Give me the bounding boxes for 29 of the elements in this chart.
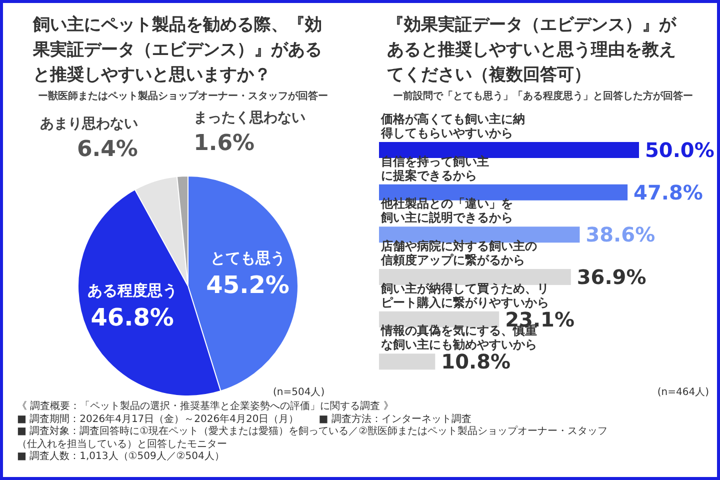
slice-label: まったく思わない <box>194 110 306 126</box>
text: ■ 調査人数：1,013人（①509人／②504人） <box>17 451 226 464</box>
text: (n=464人) <box>657 386 709 399</box>
chart-title: 『効果実証データ（エビデンス）』があると推奨しやすいと思う理由を教えてください（複数回答可） <box>387 14 678 87</box>
y-tick-label: 店舗や病院に対する飼い主の信頼度アップに繋がるから <box>380 239 537 267</box>
text: ■ 調査対象：調査回答時に①現在ペット（愛犬または愛猫）を飼っている／②獣医師またはペット製品ショップオーナー・スタッフ（仕入れを担当している）と回答したモニター <box>17 426 609 450</box>
slice-label: とても思う <box>210 248 286 267</box>
chart-subtitle: ー前設問で「とても思う」「ある程度思う」と回答した方が回答ー <box>392 89 694 103</box>
slice-label: あまり思わない <box>40 116 138 132</box>
slice-label: ある程度思う <box>87 282 178 300</box>
data-label: 47.8% <box>634 180 703 204</box>
data-label: 6.4% <box>76 136 138 162</box>
data-label: 36.9% <box>576 265 646 289</box>
text: (n=504人) <box>273 386 325 399</box>
data-label: 46.8% <box>90 304 174 332</box>
data-label: 38.6% <box>586 222 656 247</box>
y-tick-label: 自信を持って飼い主に提案できるから <box>381 154 489 182</box>
chart-subtitle: ー獣医師またはペット製品ショップオーナー・スタッフが回答ー <box>37 89 329 103</box>
y-tick-label: 飼い主が納得して買うため、リピート購入に繋がりやすいから <box>380 281 549 310</box>
y-tick-label: 他社製品との「違い」を飼い主に説明できるから <box>380 196 513 225</box>
data-label: 50.0% <box>645 138 714 162</box>
bar <box>379 354 436 370</box>
text: 《 調査概要：「ペット製品の選択・推奨基準と企業姿勢への評価」に関する調査 》 <box>17 401 394 414</box>
text: ■ 調査期間：2026年4月17日（金）～2026年4月20日（月） ■ 調査方法：インターネット調査 <box>17 414 472 426</box>
data-label: 10.8% <box>441 350 511 374</box>
chart-title: 飼い主にペット製品を勧める際、『効果実証データ（エビデンス）』があると推奨しやすいと思いますか？ <box>33 14 323 87</box>
data-label: 1.6% <box>194 131 255 156</box>
data-label: 45.2% <box>206 270 290 299</box>
y-tick-label: 価格が高くても飼い主に納得してもらいやすいから <box>380 112 525 140</box>
